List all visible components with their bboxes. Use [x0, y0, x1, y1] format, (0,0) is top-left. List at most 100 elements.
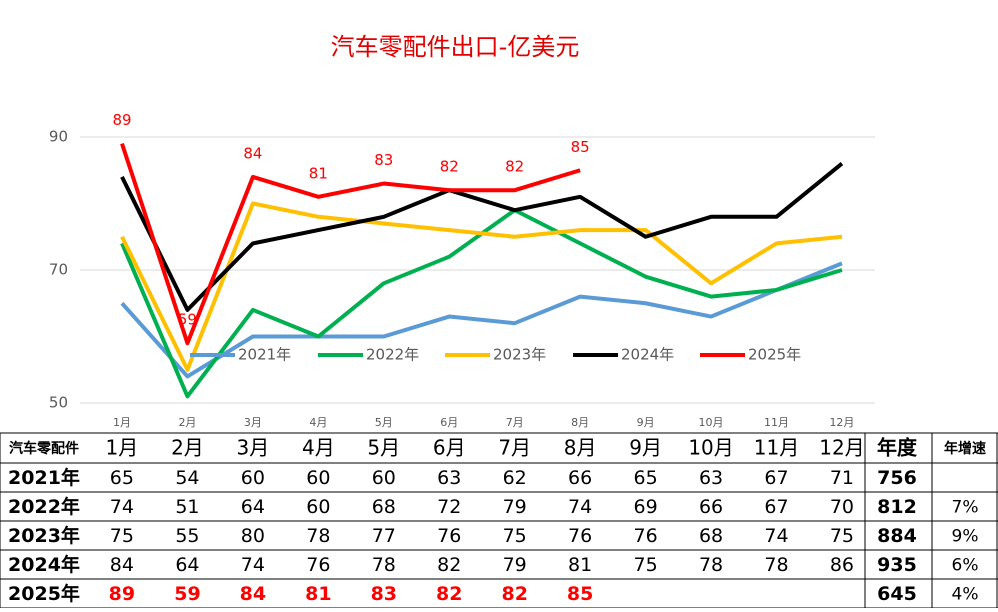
- data-label: 82: [505, 158, 524, 176]
- data-label: 85: [571, 138, 590, 156]
- table-cell: 756: [877, 467, 917, 489]
- legend-label: 2024年: [621, 346, 674, 364]
- table-cell: 2021年: [8, 466, 80, 489]
- table-cell: 645: [877, 583, 917, 605]
- table-cell: 64: [241, 496, 265, 518]
- table-cell: 935: [877, 554, 917, 576]
- data-label: 89: [112, 111, 131, 129]
- table-cell: 68: [372, 496, 396, 518]
- table-header: 汽车零配件: [9, 440, 79, 457]
- data-label: 59: [178, 311, 197, 329]
- table-cell: 79: [503, 496, 527, 518]
- table-cell: 60: [306, 467, 330, 489]
- x-tick-label: 6月: [440, 416, 458, 429]
- table-header: 年度: [877, 436, 918, 460]
- legend-label: 2025年: [748, 346, 801, 364]
- table-cell: 63: [699, 467, 723, 489]
- table-cell: 63: [437, 467, 461, 489]
- table-cell: 75: [503, 525, 527, 547]
- table-cell: 74: [241, 554, 265, 576]
- table-header: 12月: [819, 436, 864, 460]
- table-cell: 84: [240, 583, 266, 605]
- table-cell: 83: [371, 583, 397, 605]
- series-line: [120, 261, 843, 379]
- table-header: 8月: [564, 436, 597, 460]
- table-cell: 72: [437, 496, 461, 518]
- table-cell: 84: [110, 554, 134, 576]
- x-tick-label: 10月: [699, 416, 724, 429]
- table-cell: 67: [764, 467, 788, 489]
- table-cell: 65: [110, 467, 134, 489]
- table-header: 4月: [302, 436, 335, 460]
- table-cell: 74: [764, 525, 788, 547]
- table-header: 2月: [171, 436, 204, 460]
- x-tick-label: 11月: [764, 416, 789, 429]
- x-tick-label: 8月: [571, 416, 589, 429]
- table-cell: 59: [174, 583, 200, 605]
- y-tick-label: 90: [49, 128, 68, 146]
- x-tick-label: 4月: [309, 416, 327, 429]
- table-cell: 77: [372, 525, 396, 547]
- table-header: 年增速: [944, 440, 986, 457]
- table-cell: 75: [830, 525, 854, 547]
- table-cell: 89: [109, 583, 135, 605]
- x-tick-label: 7月: [506, 416, 524, 429]
- table-cell: 78: [699, 554, 723, 576]
- series-line: [120, 162, 844, 312]
- table-header: 5月: [367, 436, 400, 460]
- table-cell: 74: [568, 496, 592, 518]
- table-cell: 76: [437, 525, 461, 547]
- table-cell: 82: [501, 583, 527, 605]
- table-header: 7月: [498, 436, 531, 460]
- series-line: [120, 143, 581, 346]
- table-cell: 60: [372, 467, 396, 489]
- table-cell: 67: [764, 496, 788, 518]
- table-cell: 78: [764, 554, 788, 576]
- table-cell: 81: [568, 554, 592, 576]
- table-cell: 2022年: [8, 495, 80, 518]
- table-header: 3月: [237, 436, 270, 460]
- table-cell: 4%: [952, 585, 979, 605]
- chart-title: 汽车零配件出口-亿美元: [331, 33, 580, 61]
- table-cell: 66: [568, 467, 592, 489]
- table-cell: 76: [306, 554, 330, 576]
- table-cell: 2023年: [8, 524, 80, 547]
- table-cell: 86: [830, 554, 854, 576]
- table-cell: 55: [175, 525, 199, 547]
- table-cell: 68: [699, 525, 723, 547]
- table-cell: 74: [110, 496, 134, 518]
- table-header: 6月: [433, 436, 466, 460]
- x-tick-label: 2月: [178, 416, 196, 429]
- table-cell: 78: [372, 554, 396, 576]
- x-tick-label: 5月: [375, 416, 393, 429]
- table-cell: 812: [877, 496, 917, 518]
- table-header: 11月: [754, 436, 799, 460]
- x-tick-label: 9月: [637, 416, 655, 429]
- y-tick-label: 50: [49, 394, 68, 412]
- table-cell: 82: [437, 554, 461, 576]
- series-line: [120, 201, 843, 372]
- table-cell: 78: [306, 525, 330, 547]
- table-cell: 884: [877, 525, 917, 547]
- table-header: 9月: [629, 436, 662, 460]
- table-header: 1月: [105, 436, 138, 460]
- table-cell: 69: [634, 496, 658, 518]
- table-cell: 9%: [952, 527, 979, 547]
- data-label: 82: [440, 158, 459, 176]
- table-cell: 51: [175, 496, 199, 518]
- table-cell: 82: [436, 583, 462, 605]
- legend-label: 2022年: [366, 346, 419, 364]
- y-tick-label: 70: [49, 261, 68, 279]
- table-cell: 7%: [952, 498, 979, 518]
- table-cell: 60: [241, 467, 265, 489]
- x-tick-label: 1月: [113, 416, 131, 429]
- table-cell: 65: [634, 467, 658, 489]
- table-cell: 70: [830, 496, 854, 518]
- table-cell: 75: [110, 525, 134, 547]
- data-label: 83: [374, 151, 393, 169]
- table-cell: 6%: [952, 556, 979, 576]
- table-cell: 79: [503, 554, 527, 576]
- table-cell: 71: [830, 467, 854, 489]
- table-cell: 76: [568, 525, 592, 547]
